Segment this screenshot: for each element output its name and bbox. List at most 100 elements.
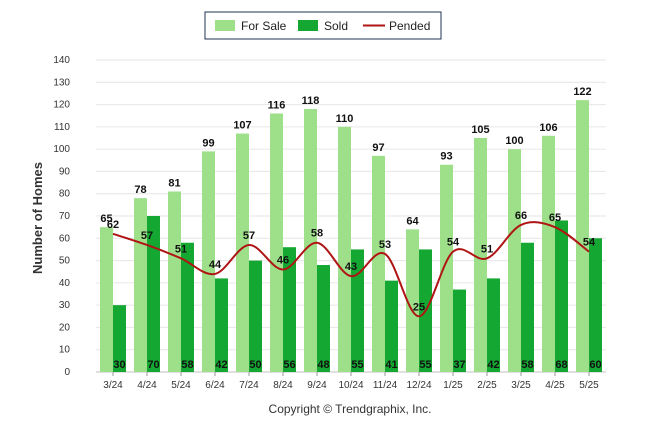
bar-for-sale	[474, 138, 487, 372]
for-sale-value-label: 116	[268, 99, 286, 111]
legend-label: Sold	[324, 19, 348, 33]
for-sale-value-label: 100	[505, 135, 523, 147]
sold-value-label: 42	[215, 359, 227, 371]
x-tick-label: 8/24	[273, 380, 293, 391]
for-sale-value-label: 99	[202, 137, 214, 149]
y-tick-label: 130	[53, 77, 70, 88]
bar-sold	[487, 278, 500, 372]
pended-value-label: 62	[107, 219, 119, 231]
bar-for-sale	[202, 151, 215, 372]
x-tick-label: 4/24	[137, 380, 157, 391]
x-tick-label: 5/24	[171, 380, 191, 391]
for-sale-value-label: 81	[168, 177, 180, 189]
sold-value-label: 55	[419, 359, 431, 371]
for-sale-value-label: 64	[406, 215, 419, 227]
legend: For Sale Sold Pended	[204, 11, 442, 40]
pended-line-group	[112, 221, 590, 318]
pended-value-label: 54	[447, 237, 460, 249]
bar-sold	[555, 220, 568, 372]
for-sale-value-label: 93	[440, 151, 452, 163]
sold-value-label: 58	[181, 359, 193, 371]
pended-value-label: 51	[481, 243, 493, 255]
for-sale-value-label: 105	[471, 124, 489, 136]
bar-sold	[589, 238, 602, 372]
bars	[100, 100, 602, 373]
sold-value-label: 56	[283, 359, 295, 371]
y-tick-label: 30	[59, 300, 71, 311]
for-sale-value-label: 106	[539, 122, 557, 134]
bar-sold	[215, 278, 228, 372]
sold-value-label: 70	[147, 359, 159, 371]
bar-for-sale	[304, 109, 317, 373]
x-tick-label: 9/24	[307, 380, 327, 391]
x-tick-label: 7/24	[239, 380, 259, 391]
x-tick-label: 6/24	[205, 380, 225, 391]
pended-line	[112, 221, 590, 318]
y-tick-label: 120	[53, 100, 70, 111]
x-tick-label: 5/25	[579, 380, 599, 391]
for-sale-value-label: 78	[134, 184, 146, 196]
bar-sold	[385, 280, 398, 372]
for-sale-value-label: 107	[233, 120, 251, 132]
x-tick-label: 4/25	[545, 380, 565, 391]
y-axis-label: Number of Homes	[30, 162, 45, 274]
legend-swatch	[215, 20, 235, 31]
sold-value-label: 55	[351, 359, 363, 371]
bar-sold	[283, 247, 296, 372]
bar-for-sale	[134, 198, 147, 372]
pended-value-label: 54	[583, 237, 596, 249]
bar-sold	[351, 249, 364, 372]
x-tick-label: 2/25	[477, 380, 497, 391]
x-tick-label: 10/24	[338, 380, 363, 391]
pended-value-label: 66	[515, 210, 527, 222]
pended-value-label: 25	[413, 301, 425, 313]
bar-sold	[521, 242, 534, 372]
pended-value-label: 65	[549, 212, 561, 224]
y-tick-label: 90	[59, 166, 71, 177]
y-tick-label: 100	[53, 144, 70, 155]
for-sale-value-label: 122	[573, 86, 591, 98]
pended-value-label: 51	[175, 243, 187, 255]
y-tick-label: 110	[54, 122, 70, 133]
bar-for-sale	[508, 149, 521, 372]
bar-for-sale	[542, 135, 555, 372]
pended-value-label: 57	[243, 230, 255, 242]
y-tick-label: 10	[59, 345, 71, 356]
bar-for-sale	[406, 229, 419, 372]
y-tick-label: 50	[59, 256, 71, 267]
copyright-text: Copyright © Trendgraphix, Inc.	[269, 402, 432, 416]
bar-for-sale	[168, 191, 181, 372]
x-tick-label: 3/25	[511, 380, 531, 391]
bar-sold	[317, 265, 330, 372]
sold-value-label: 50	[249, 359, 261, 371]
y-tick-label: 140	[53, 55, 70, 66]
x-axis: 3/24 4/24 5/24 6/24 7/24 8/24 9/24 10/24 11/24 12…	[103, 372, 599, 391]
bar-for-sale	[372, 155, 385, 372]
x-tick-label: 12/24	[406, 380, 431, 391]
pended-value-label: 53	[379, 239, 391, 251]
bar-sold	[113, 305, 126, 372]
bar-for-sale	[100, 227, 113, 372]
for-sale-value-label: 118	[302, 95, 320, 107]
bar-sold	[147, 216, 160, 372]
legend-label: Pended	[389, 19, 430, 33]
bar-for-sale	[236, 133, 249, 372]
y-tick-label: 0	[64, 367, 70, 378]
bar-sold	[249, 260, 262, 372]
y-tick-label: 80	[59, 189, 71, 200]
y-tick-label: 40	[59, 278, 71, 289]
sold-value-label: 68	[555, 359, 567, 371]
y-tick-label: 70	[59, 211, 71, 222]
bar-sold	[181, 242, 194, 372]
sold-value-label: 41	[385, 359, 397, 371]
pended-value-label: 46	[277, 254, 289, 266]
sold-value-label: 37	[453, 359, 465, 371]
pended-value-label: 43	[345, 261, 357, 273]
data-labels: 65 30 78 70 81 58 99 42 107 50 116 56 118 48 110 55 97 41…	[100, 86, 601, 371]
sold-value-label: 58	[521, 359, 533, 371]
pended-value-label: 44	[209, 259, 222, 271]
bar-sold	[453, 289, 466, 372]
legend-swatch	[298, 20, 318, 31]
sold-value-label: 42	[487, 359, 499, 371]
